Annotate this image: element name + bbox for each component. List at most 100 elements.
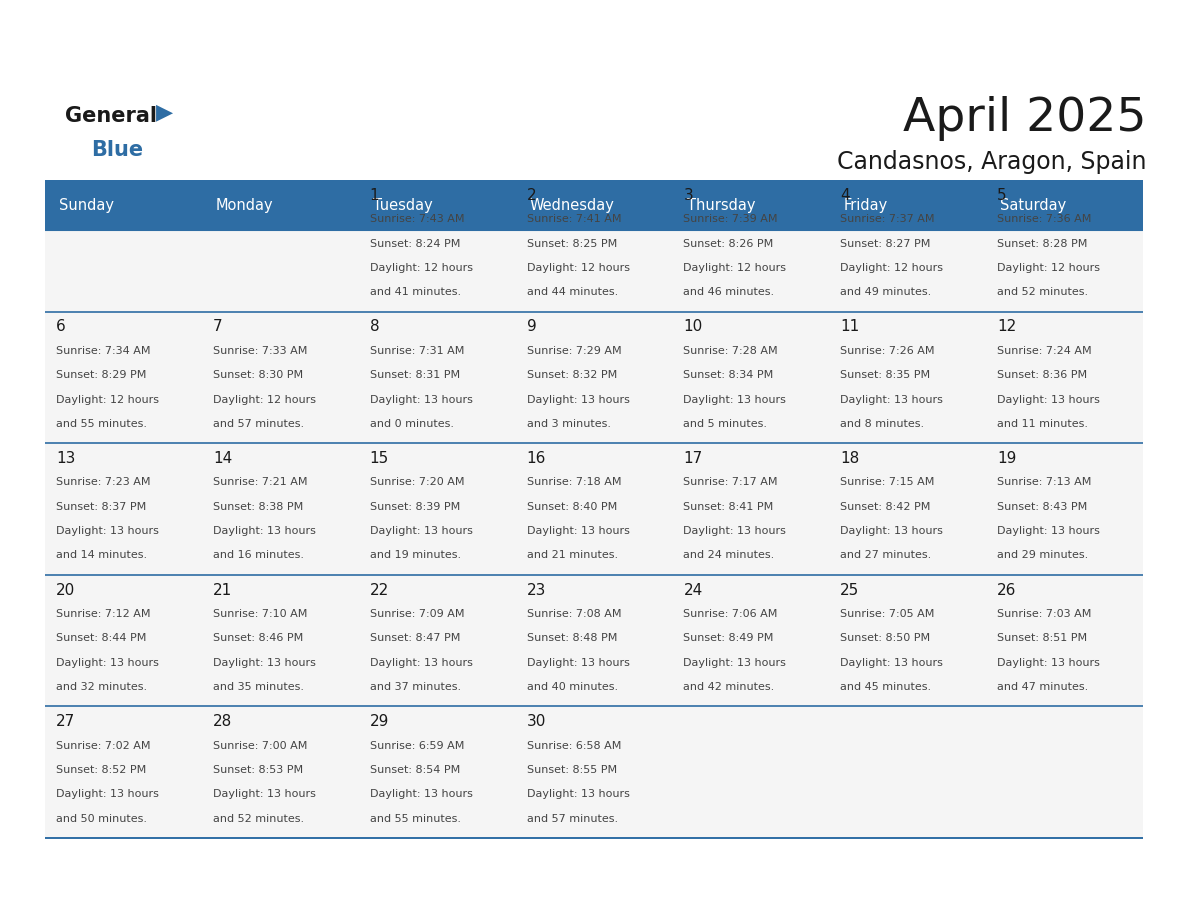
Bar [45,311,202,443]
Text: 17: 17 [683,451,702,466]
Text: 14: 14 [213,451,232,466]
Text: Daylight: 13 hours: Daylight: 13 hours [683,526,786,536]
Bar [829,311,986,443]
Text: Sunrise: 7:41 AM: Sunrise: 7:41 AM [526,214,621,224]
Text: 24: 24 [683,583,702,598]
Text: Sunset: 8:47 PM: Sunset: 8:47 PM [369,633,460,644]
Text: Sunrise: 7:37 AM: Sunrise: 7:37 AM [840,214,935,224]
Text: Sunset: 8:53 PM: Sunset: 8:53 PM [213,765,303,775]
Text: Daylight: 13 hours: Daylight: 13 hours [840,395,943,405]
Text: Daylight: 13 hours: Daylight: 13 hours [997,657,1100,667]
Text: and 52 minutes.: and 52 minutes. [213,813,304,823]
Text: and 52 minutes.: and 52 minutes. [997,287,1088,297]
Text: Sunrise: 7:43 AM: Sunrise: 7:43 AM [369,214,465,224]
Bar [202,180,359,311]
Bar [986,443,1143,575]
Text: Sunrise: 6:58 AM: Sunrise: 6:58 AM [526,741,621,751]
Text: and 29 minutes.: and 29 minutes. [997,551,1088,561]
Text: 29: 29 [369,714,388,729]
Text: Sunset: 8:35 PM: Sunset: 8:35 PM [840,370,930,380]
Bar [672,706,829,838]
Text: Daylight: 13 hours: Daylight: 13 hours [56,789,159,800]
Text: and 45 minutes.: and 45 minutes. [840,682,931,692]
Bar [359,443,516,575]
Bar [516,575,672,706]
Text: Daylight: 12 hours: Daylight: 12 hours [213,395,316,405]
Text: and 27 minutes.: and 27 minutes. [840,551,931,561]
Text: Sunset: 8:46 PM: Sunset: 8:46 PM [213,633,303,644]
Text: Wednesday: Wednesday [530,197,614,212]
Text: and 0 minutes.: and 0 minutes. [369,419,454,429]
Text: 15: 15 [369,451,388,466]
Text: Sunrise: 7:17 AM: Sunrise: 7:17 AM [683,477,778,487]
Text: and 37 minutes.: and 37 minutes. [369,682,461,692]
Text: and 57 minutes.: and 57 minutes. [213,419,304,429]
Text: Sunset: 8:24 PM: Sunset: 8:24 PM [369,239,460,249]
Text: Sunset: 8:30 PM: Sunset: 8:30 PM [213,370,303,380]
Text: Sunrise: 7:15 AM: Sunrise: 7:15 AM [840,477,935,487]
Text: 11: 11 [840,319,859,334]
Text: Daylight: 13 hours: Daylight: 13 hours [369,789,473,800]
Text: Sunday: Sunday [59,197,114,212]
Text: 21: 21 [213,583,232,598]
Text: and 42 minutes.: and 42 minutes. [683,682,775,692]
Text: Sunset: 8:34 PM: Sunset: 8:34 PM [683,370,773,380]
Text: Thursday: Thursday [687,197,756,212]
Text: Sunset: 8:55 PM: Sunset: 8:55 PM [526,765,617,775]
Text: 2: 2 [526,188,536,203]
Bar [516,443,672,575]
Bar [45,443,202,575]
Text: Sunset: 8:52 PM: Sunset: 8:52 PM [56,765,146,775]
Bar [202,575,359,706]
Text: 27: 27 [56,714,75,729]
Text: Sunset: 8:43 PM: Sunset: 8:43 PM [997,502,1087,511]
Text: and 11 minutes.: and 11 minutes. [997,419,1088,429]
Text: General: General [65,106,157,126]
Text: 8: 8 [369,319,379,334]
Bar [829,180,986,230]
Text: Sunset: 8:49 PM: Sunset: 8:49 PM [683,633,773,644]
Bar [202,311,359,443]
Bar [45,180,202,230]
Text: Sunrise: 7:33 AM: Sunrise: 7:33 AM [213,346,308,356]
Text: Sunset: 8:29 PM: Sunset: 8:29 PM [56,370,146,380]
Text: and 16 minutes.: and 16 minutes. [213,551,304,561]
Bar [829,180,986,311]
Text: Daylight: 13 hours: Daylight: 13 hours [213,526,316,536]
Text: Daylight: 13 hours: Daylight: 13 hours [840,526,943,536]
Text: and 24 minutes.: and 24 minutes. [683,551,775,561]
Text: Friday: Friday [843,197,887,212]
Text: and 55 minutes.: and 55 minutes. [56,419,147,429]
Text: and 35 minutes.: and 35 minutes. [213,682,304,692]
Text: Sunset: 8:32 PM: Sunset: 8:32 PM [526,370,617,380]
Text: Sunset: 8:27 PM: Sunset: 8:27 PM [840,239,930,249]
Text: Sunrise: 7:06 AM: Sunrise: 7:06 AM [683,609,778,619]
Text: Daylight: 12 hours: Daylight: 12 hours [683,263,786,273]
Text: Monday: Monday [216,197,273,212]
Bar [986,575,1143,706]
Text: 18: 18 [840,451,859,466]
Text: Sunrise: 7:09 AM: Sunrise: 7:09 AM [369,609,465,619]
Text: 7: 7 [213,319,222,334]
Text: and 57 minutes.: and 57 minutes. [526,813,618,823]
Text: and 40 minutes.: and 40 minutes. [526,682,618,692]
Text: and 46 minutes.: and 46 minutes. [683,287,775,297]
Text: Sunrise: 7:28 AM: Sunrise: 7:28 AM [683,346,778,356]
Bar [202,706,359,838]
Text: and 19 minutes.: and 19 minutes. [369,551,461,561]
Bar [986,180,1143,311]
Bar [202,180,359,230]
Text: Daylight: 12 hours: Daylight: 12 hours [526,263,630,273]
Text: Sunset: 8:44 PM: Sunset: 8:44 PM [56,633,146,644]
Text: Sunrise: 7:21 AM: Sunrise: 7:21 AM [213,477,308,487]
Text: Sunrise: 7:00 AM: Sunrise: 7:00 AM [213,741,308,751]
Text: and 50 minutes.: and 50 minutes. [56,813,147,823]
Text: Daylight: 12 hours: Daylight: 12 hours [997,263,1100,273]
Text: Sunrise: 7:23 AM: Sunrise: 7:23 AM [56,477,151,487]
Text: Sunrise: 7:02 AM: Sunrise: 7:02 AM [56,741,151,751]
Text: Daylight: 13 hours: Daylight: 13 hours [840,657,943,667]
Text: 19: 19 [997,451,1017,466]
Text: Daylight: 13 hours: Daylight: 13 hours [683,395,786,405]
Text: Daylight: 13 hours: Daylight: 13 hours [369,395,473,405]
Bar [672,575,829,706]
